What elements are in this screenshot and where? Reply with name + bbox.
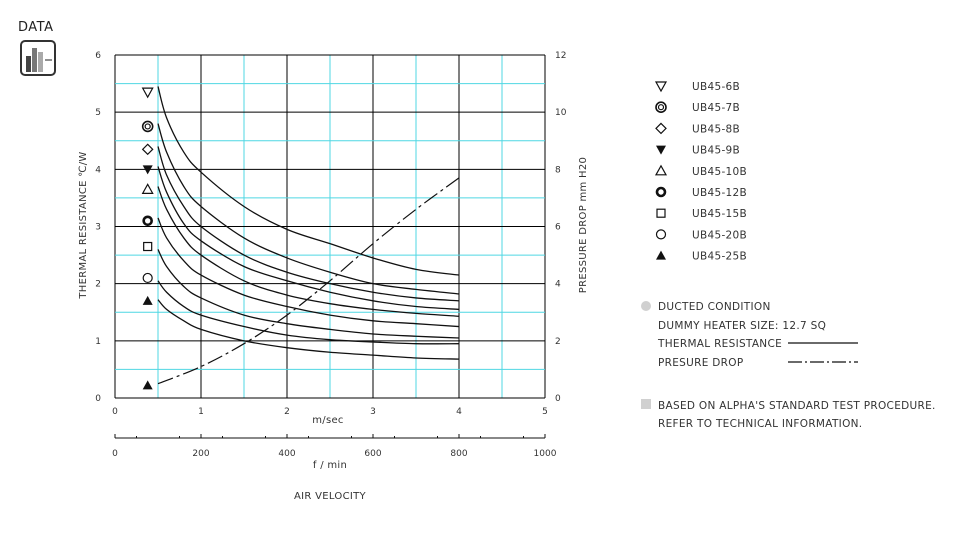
series-marker [655,229,667,240]
x-tick-label: 3 [370,407,376,417]
y-left-tick-label: 5 [95,108,101,118]
series-marker [142,215,153,227]
x-tick-label: 4 [456,407,462,417]
series-marker [142,380,153,390]
legend-entry-label: UB45-6B [692,81,740,93]
series-marker [141,183,154,194]
series-marker [656,145,666,155]
y-right-axis-label: PRESSURE DROP mm H20 [578,157,589,293]
x2-tick-label: 200 [192,449,209,459]
series-marker [654,81,668,93]
series-marker [656,250,666,260]
series-line [157,217,460,328]
series-marker [654,164,668,176]
legend-entry-label: UB45-25B [692,251,747,263]
y-right-tick-label: 12 [555,51,566,61]
series-marker [141,120,154,133]
conditions-block: DUCTED CONDITION DUMMY HEATER SIZE: 12.7… [641,301,936,430]
series-marker [142,272,153,284]
secondary-x-axis: 0 200 400 600 800 1000 [112,434,557,459]
pressure-drop-line [157,177,460,385]
series-marker [142,295,153,305]
legend-entry-label: UB45-15B [692,208,747,220]
y-right-tick-label: 2 [555,337,561,347]
x-tick-label: 5 [542,407,548,417]
data-badge: DATA [18,20,66,82]
series-marker [655,122,667,135]
series-line [157,166,460,311]
series-line [157,249,460,339]
y-right-tick-label: 4 [555,280,561,290]
y-left-tick-label: 1 [95,337,101,347]
x2-tick-label: 600 [364,449,381,459]
series-marker [141,143,154,156]
chart-markers [141,87,154,390]
x-axis-caption: AIR VELOCITY [294,491,367,502]
legend-entry-label: UB45-10B [692,166,747,178]
series-marker [143,241,153,252]
legend-entry-label: UB45-12B [692,187,747,199]
bullet-icon [641,301,651,311]
series-line [157,299,460,360]
y-right-tick-label: 0 [555,394,561,404]
series-marker [142,165,153,175]
bar-chart-icon [20,40,56,76]
y-left-tick-label: 2 [95,280,101,290]
y-right-tick-label: 10 [555,108,567,118]
legend-entry-label: UB45-7B [692,102,740,114]
condition-title: DUCTED CONDITION [658,301,771,313]
condition-thermal: THERMAL RESISTANCE [657,338,782,350]
series-marker [655,186,667,198]
chart-grid [114,54,546,399]
condition-heater: DUMMY HEATER SIZE: 12.7 SQ [658,320,826,332]
y-left-axis-label: THERMAL RESISTANCE ℃/W [78,151,89,299]
legend-entry-label: UB45-8B [692,123,740,135]
x-axis-label: m/sec [312,415,343,426]
y-left-tick-label: 6 [95,51,101,61]
legend: UB45-6B UB45-7B UB45-8B UB45-9B UB45-10B UB45… [654,81,747,263]
x-tick-label: 1 [198,407,204,417]
x-tick-label: 0 [112,407,118,417]
series-line [157,186,460,317]
x2-tick-label: 800 [450,449,467,459]
data-badge-label: DATA [18,20,54,35]
series-line [157,146,460,302]
y-right-tick-label: 8 [555,165,561,175]
x2-axis-label: f / min [313,460,347,471]
chart-curves [157,86,460,385]
series-line [157,86,460,276]
y-right-tick-label: 6 [555,223,561,233]
x2-tick-label: 1000 [534,449,557,459]
y-left-tick-label: 0 [95,394,101,404]
y-left-tick-label: 4 [95,165,101,175]
note-line-1: BASED ON ALPHA'S STANDARD TEST PROCEDURE… [658,400,936,412]
series-marker [656,208,666,218]
x2-tick-label: 400 [278,449,295,459]
legend-entry-label: UB45-20B [692,229,747,241]
x2-tick-label: 0 [112,449,118,459]
series-marker [141,87,154,99]
note-line-2: REFER TO TECHNICAL INFORMATION. [658,418,862,430]
series-line [157,123,460,295]
x-tick-label: 2 [284,407,290,417]
series-marker [655,101,667,113]
y-left-tick-label: 3 [95,223,101,233]
condition-pressure: PRESURE DROP [658,357,743,369]
legend-entry-label: UB45-9B [692,145,740,157]
note-bullet-icon [641,399,651,409]
series-line [157,280,460,345]
